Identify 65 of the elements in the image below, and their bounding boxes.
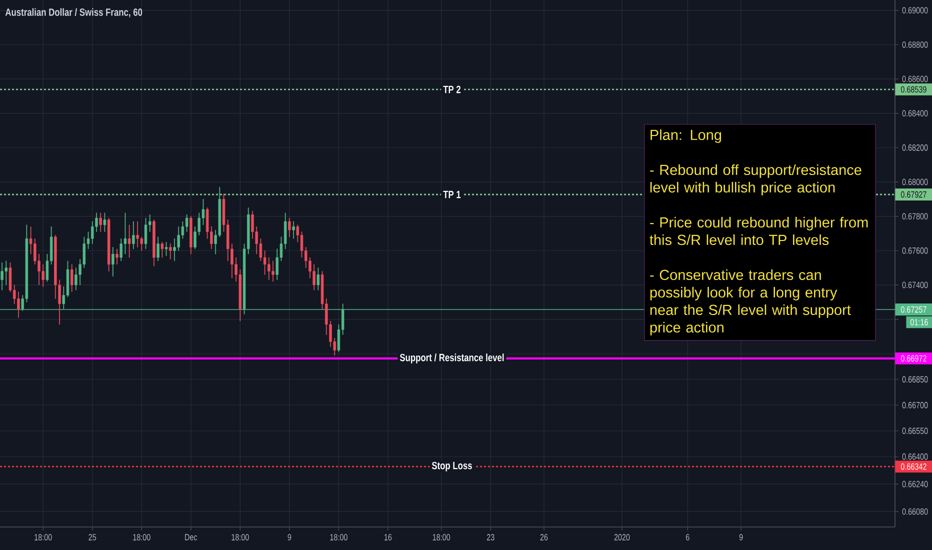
y-tick-label: 0.66850 (902, 376, 928, 383)
y-tick-label: 0.67600 (902, 247, 928, 254)
annotation: Plan: Long (650, 129, 722, 143)
candlestick (99, 212, 102, 232)
y-tick-label: 0.69000 (902, 7, 928, 14)
y-tick-label: 0.68400 (902, 110, 928, 116)
annotation: 0.67927 (900, 191, 926, 198)
x-tick-label: 2020 (614, 534, 630, 540)
text: Australian Dollar / Swiss Franc, 60 (5, 8, 142, 18)
x-tick-label: 18:00 (232, 534, 249, 540)
ref-line-label: Support / Resistance level (400, 354, 504, 364)
x-tick-label: 6 (686, 534, 690, 540)
candlestick (152, 220, 156, 266)
candlestick (169, 244, 172, 260)
ref-line-label: Stop Loss (432, 462, 472, 472)
candlestick (116, 248, 118, 265)
candlestick (0, 262, 4, 290)
candlestick (70, 264, 74, 292)
y-tick-label: 0.66240 (902, 480, 928, 488)
y-tick-label: 0.67400 (902, 282, 928, 288)
ref-line-label: TP 1 (443, 190, 461, 198)
candlestick (132, 221, 135, 250)
x-tick-label: Dec (185, 534, 198, 540)
candlestick (128, 224, 131, 258)
y-tick-label: 0.66700 (902, 402, 928, 408)
candlestick (190, 216, 192, 254)
annotation: - Conservative traders can possibly look for a long entry near the S/R level with support price action (650, 269, 851, 336)
candlestick (112, 247, 114, 277)
y-tick-label: 0.66550 (902, 428, 928, 434)
y-tick-label: 0.66400 (902, 453, 928, 460)
y-tick-label: 0.68200 (902, 144, 928, 151)
x-tick-label: 26 (540, 534, 548, 540)
candlestick (103, 212, 106, 232)
candlestick (164, 242, 168, 256)
candlestick (292, 221, 295, 239)
x-tick-label: 18:00 (330, 534, 348, 540)
y-tick-label: 0.68600 (902, 76, 928, 82)
candlestick (288, 218, 291, 238)
x-tick-label: 18:00 (133, 534, 150, 540)
candlestick (107, 218, 110, 272)
annotation: 0.66342 (900, 463, 926, 470)
candlestick (156, 236, 160, 262)
x-tick-label: 25 (88, 534, 96, 540)
annotation: 0.67257 (900, 306, 926, 313)
text: 01:16 (910, 319, 928, 326)
annotation: 0.66972 (900, 355, 926, 362)
annotation: - Rebound off support/resistance level with bullish price action (650, 164, 862, 196)
candlestick (272, 260, 274, 282)
x-tick-label: 16 (384, 534, 392, 540)
y-tick-label: 0.68000 (902, 178, 928, 186)
y-tick-label: 0.67800 (902, 213, 928, 220)
candlestick (136, 221, 139, 248)
annotation: 0.68539 (900, 86, 926, 93)
x-tick-label: 18:00 (432, 534, 450, 540)
x-tick-label: 18:00 (34, 534, 52, 540)
x-tick-label: 23 (486, 534, 494, 540)
candlestick (160, 242, 164, 258)
candlestick (316, 268, 320, 290)
annotation: - Price could rebound higher from this S/R level into TP levels (650, 216, 868, 246)
y-tick-label: 0.66080 (902, 508, 928, 515)
x-tick-label: 9 (739, 534, 743, 540)
x-tick-label: 9 (288, 534, 292, 540)
ref-line-label: TP 2 (443, 86, 461, 94)
y-tick-label: 0.68800 (902, 41, 928, 48)
candlestick (144, 218, 148, 250)
